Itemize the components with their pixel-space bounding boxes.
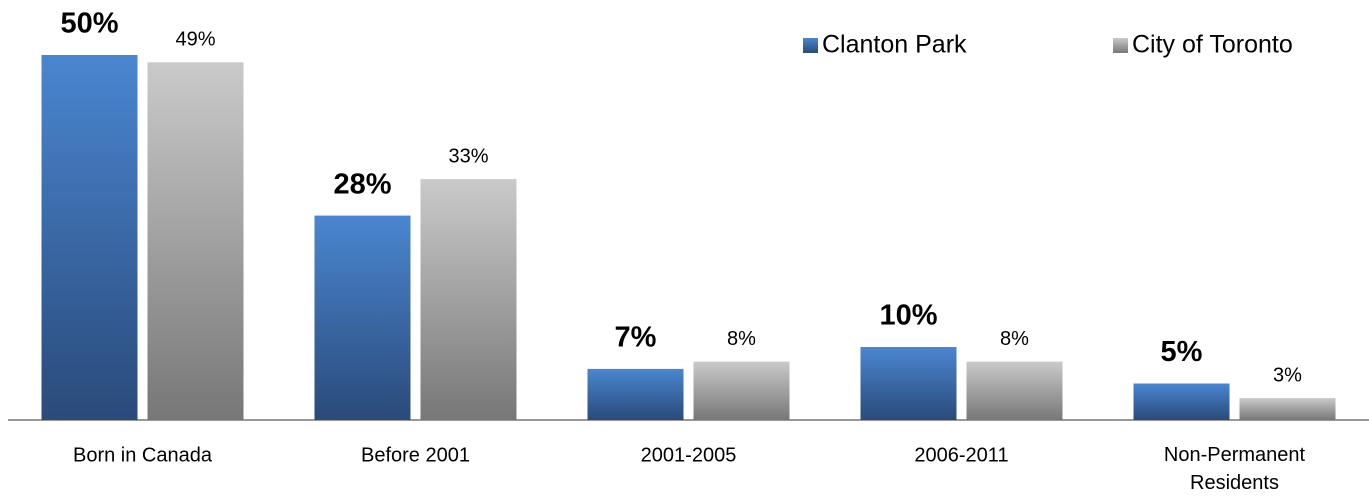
- data-label: 50%: [60, 8, 118, 40]
- data-label: 33%: [448, 145, 488, 167]
- legend-label: City of Toronto: [1132, 31, 1293, 59]
- bar: [147, 62, 244, 421]
- x-tick-label: Before 2001: [361, 444, 470, 466]
- data-label: 3%: [1273, 364, 1302, 386]
- legend-swatch: [1113, 38, 1128, 53]
- x-tick-label: 2001-2005: [641, 444, 737, 466]
- bar: [860, 347, 957, 420]
- x-tick-label: 2006-2011: [914, 444, 1008, 466]
- legend-swatch: [803, 38, 818, 53]
- bar: [966, 361, 1063, 420]
- data-label: 49%: [175, 29, 215, 51]
- bar: [587, 368, 684, 420]
- x-tick-label: Non-Permanent Residents: [1164, 444, 1306, 494]
- data-label: 8%: [1000, 328, 1029, 350]
- bar: [1133, 383, 1230, 420]
- data-label: 5%: [1161, 336, 1203, 368]
- bar: [693, 361, 790, 420]
- data-label: 28%: [333, 168, 391, 200]
- data-label: 8%: [727, 328, 756, 350]
- bar: [314, 215, 411, 420]
- legend-label: Clanton Park: [822, 31, 967, 59]
- bar: [41, 55, 138, 420]
- x-tick-label: Born in Canada: [73, 444, 213, 466]
- bar: [420, 179, 517, 420]
- data-label: 10%: [879, 300, 937, 332]
- bar: [1239, 398, 1336, 420]
- data-label: 7%: [615, 322, 657, 354]
